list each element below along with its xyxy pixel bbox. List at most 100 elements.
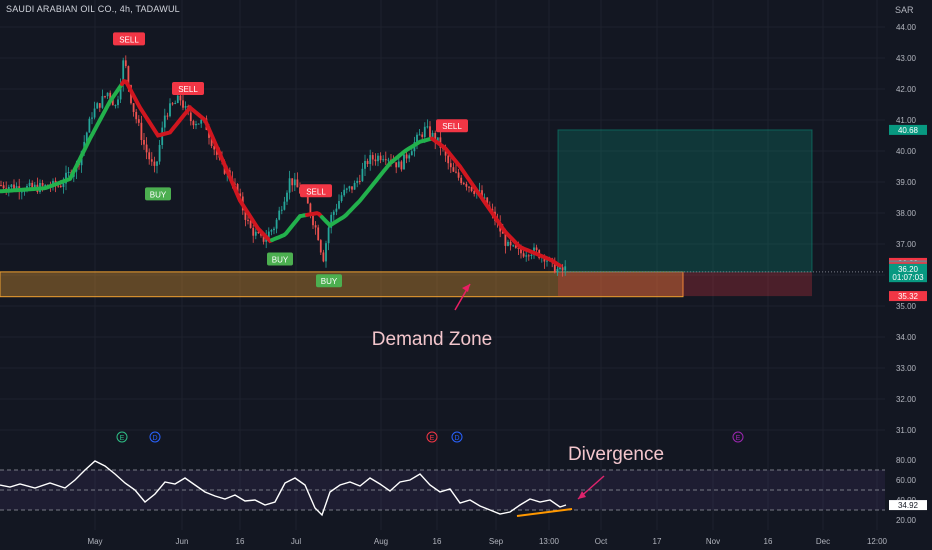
y-tick-label: 41.00 [896,116,917,125]
candle [434,132,437,142]
candle [353,182,356,190]
candle [366,160,369,165]
candle [119,84,122,100]
candle [143,140,145,145]
event-marker-label: D [152,435,157,442]
candle [189,112,192,122]
x-tick-label: 16 [236,537,245,546]
candle [447,155,450,164]
candle [455,171,457,173]
candle [312,215,314,226]
buy-signal [267,252,293,266]
candle [109,92,112,100]
candle [184,106,187,108]
candle [465,183,468,187]
candle [452,167,455,172]
candle [374,159,377,162]
candle [249,220,252,228]
candle [525,255,528,257]
sell-signal [113,32,145,46]
candle [379,155,382,161]
candle [348,186,351,189]
candle [20,191,23,193]
candle [182,100,184,108]
y-tick-label: 34.00 [896,333,917,342]
candle [512,245,515,247]
candle [148,152,151,160]
supertrend-down [120,78,274,244]
candle [330,214,333,228]
candle [351,186,353,190]
candle [327,227,330,244]
candle [429,126,431,138]
candle [13,184,15,190]
candle [377,155,379,162]
sell-signal [300,184,332,198]
buy-signal-label: BUY [321,277,338,286]
candle [382,159,385,161]
candle [291,178,294,186]
price-tag [889,291,927,302]
event-marker [426,431,438,443]
divergence-label: Divergence [568,444,664,465]
candle [338,201,340,209]
y-tick-label: 31.00 [896,426,917,435]
x-tick-label: Aug [374,537,388,546]
candle [117,99,119,106]
rsi-tick-label: 60.00 [896,476,917,485]
candle [7,186,10,191]
stop-zone [558,271,812,297]
candle [236,184,239,194]
x-tick-label: 13:00 [539,537,560,546]
candle [486,197,489,207]
candle [340,195,343,202]
candle [293,179,296,186]
buy-signal-label: BUY [150,190,167,199]
candle [504,233,507,246]
sell-signal-label: SELL [178,85,198,94]
candle [15,186,18,190]
candle [306,193,309,204]
candle [556,269,559,273]
candle [273,228,275,231]
rsi-tick-label: 20.00 [896,516,917,525]
candle [57,185,60,187]
candle [431,132,434,138]
target-zone [557,129,813,273]
x-tick-label: May [87,537,102,546]
event-marker [732,431,744,443]
candle [444,148,447,156]
candle [358,180,361,182]
candle [405,154,408,159]
candle [96,103,99,109]
price-axis: 44.00 43.00 42.00 41.00 40.00 39.00 38.00 37.00… [889,23,927,525]
candle [530,254,533,256]
y-tick-label: 37.00 [896,240,917,249]
rsi-tag-label: 34.92 [898,501,919,510]
x-tick-label: 17 [653,537,662,546]
candle [163,115,166,128]
candle [395,162,398,168]
candle [114,105,117,107]
supertrend-up [270,213,308,243]
candle [31,182,34,188]
candle [408,155,411,159]
candle [345,188,348,190]
candle [361,168,364,182]
event-marker-label: E [430,435,435,442]
candle [343,189,346,196]
sell-signal-label: SELL [306,187,326,196]
candle [509,241,512,246]
buy-signal [145,187,171,201]
candle [200,119,203,124]
candle [28,182,31,187]
candle [553,260,556,273]
currency-label: SAR [895,5,914,15]
candle [421,134,424,137]
candle [104,96,106,98]
candle [335,208,338,212]
candle [153,161,156,166]
candle [397,161,400,168]
event-marker-label: D [454,435,459,442]
